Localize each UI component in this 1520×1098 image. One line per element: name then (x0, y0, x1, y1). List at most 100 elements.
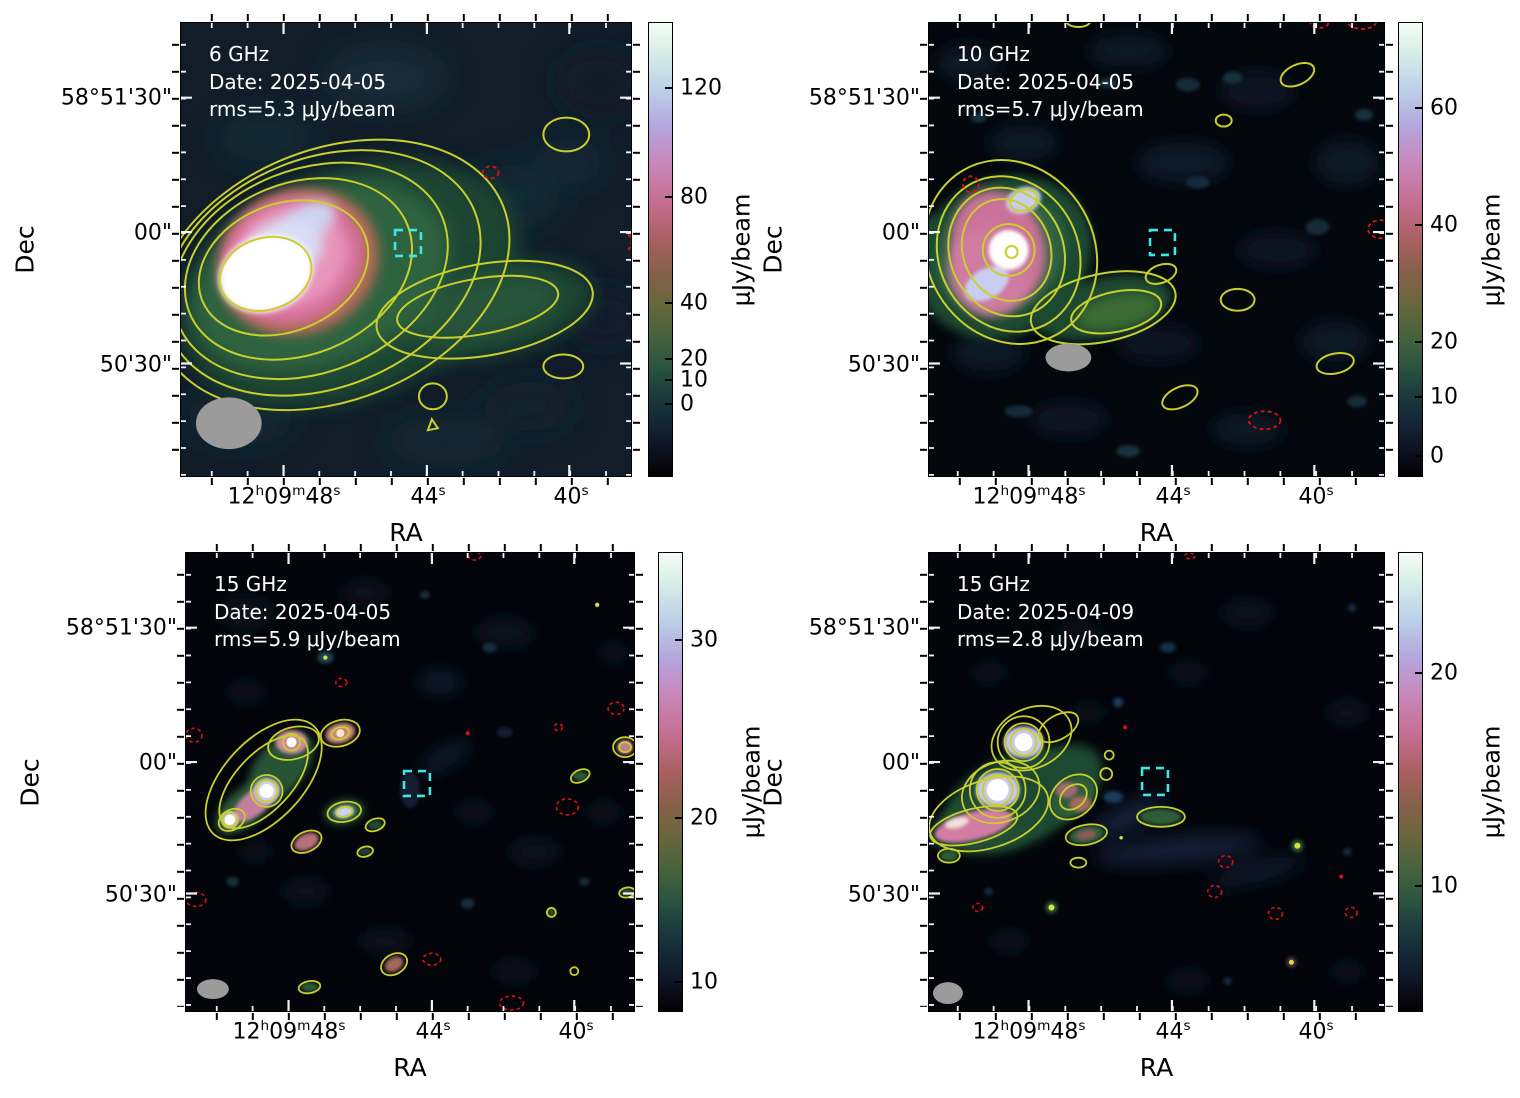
colorbar-tick-label: 10 (1430, 384, 1458, 410)
date-label: Date: 2025-04-05 (214, 599, 392, 624)
x-tick-label: 40s (558, 1018, 594, 1045)
positive-contours (929, 23, 1355, 411)
rms-label: rms=5.7 μJy/beam (957, 97, 1144, 121)
outer-ticks-top (181, 14, 631, 21)
colorbar-tick (665, 86, 672, 89)
y-tick-label: 50'30" (847, 352, 920, 378)
colorbar-tick-label: 80 (680, 184, 708, 210)
colorbar-tick-label: 10 (1430, 873, 1458, 899)
x-axis-label: RA (1139, 518, 1174, 547)
outer-ticks-top (929, 14, 1384, 21)
faint-knots (984, 603, 1357, 986)
y-tick-label: 58°51'30" (808, 85, 920, 111)
outer-ticks-left (920, 553, 927, 1011)
colorbar-tick (1415, 396, 1422, 399)
x-axis-label: RA (389, 518, 423, 547)
x-axis-label: RA (393, 1053, 427, 1082)
colorbar-label: μJy/beam (1477, 725, 1506, 839)
date-label: Date: 2025-04-05 (957, 69, 1135, 94)
colorbar-tick-label: 10 (690, 969, 718, 995)
y-axis-label-box: Dec (8, 553, 52, 1011)
x-tick-label: 12h09m48s (972, 1018, 1086, 1045)
beam-ellipse (1045, 343, 1092, 372)
y-axis-label: Dec (10, 225, 40, 274)
outer-ticks-right (1386, 553, 1393, 1011)
colorbar-tick (675, 981, 682, 984)
x-tick-label: 44s (415, 1018, 451, 1045)
background-noise (936, 34, 1380, 446)
map-6ghz (181, 23, 631, 476)
rms-label: rms=2.8 μJy/beam (957, 627, 1144, 651)
x-tick-label: 44s (1155, 483, 1191, 510)
frequency-label: 6 GHz (209, 42, 270, 66)
y-axis-label: Dec (758, 225, 788, 274)
colorbar-10ghz: 60 40 20 10 0 μJy/beam (1398, 22, 1505, 477)
outer-ticks-top (186, 544, 634, 551)
x-axis-label: RA (1139, 1053, 1174, 1082)
axis-ticks-inner (186, 553, 634, 1011)
colorbar-tick-label: 20 (690, 805, 718, 831)
y-tick-label: 00" (133, 220, 172, 246)
outer-ticks-top (929, 544, 1384, 551)
faint-knots (970, 71, 1374, 458)
colorbar-tick-label: 40 (1430, 212, 1458, 238)
target-marker (1148, 228, 1177, 257)
outer-ticks-right (636, 553, 643, 1011)
axis-ticks-inner (181, 23, 631, 476)
outer-ticks-left (177, 553, 184, 1011)
colorbar-6ghz: 120 80 40 20 10 0 μJy/beam (648, 22, 755, 477)
x-tick-label: 44s (410, 483, 446, 510)
target-marker (402, 769, 432, 798)
colorbar-tick (675, 816, 682, 819)
outer-ticks-left (172, 23, 179, 476)
map-10ghz (929, 23, 1384, 476)
negative-contours (961, 23, 1384, 431)
colorbar-tick-label: 0 (1430, 443, 1444, 469)
x-tick-label: 12h09m48s (232, 1018, 346, 1045)
beam-ellipse (196, 979, 229, 1000)
colorbar-tick (1415, 455, 1422, 458)
colorbar-tick (665, 196, 672, 199)
target-marker (393, 228, 423, 258)
x-tick-label: 12h09m48s (227, 483, 341, 510)
colorbar-tick (675, 639, 682, 642)
colorbar-tick (665, 357, 672, 360)
colorbar-tick-label: 30 (690, 627, 718, 653)
x-tick-label: 40s (1298, 483, 1334, 510)
outer-ticks-right (1386, 23, 1393, 476)
panel-annotation: 15 GHz Date: 2025-04-09 rms=2.8 μJy/beam (957, 571, 1144, 654)
colorbar-tick-label: 40 (680, 290, 708, 316)
panel-15ghz-0405: 15 GHz Date: 2025-04-05 rms=5.9 μJy/beam… (16, 544, 643, 1082)
panel-annotation: 15 GHz Date: 2025-04-05 rms=5.9 μJy/beam (214, 571, 401, 654)
beam-ellipse (195, 397, 262, 450)
outer-ticks-left (920, 23, 927, 476)
panel-annotation: 10 GHz Date: 2025-04-05 rms=5.7 μJy/beam (957, 41, 1144, 124)
panel-15ghz-0409: 15 GHz Date: 2025-04-09 rms=2.8 μJy/beam… (759, 544, 1393, 1082)
y-axis-label-box: Dec (3, 23, 47, 476)
outer-ticks-right (633, 23, 640, 476)
colorbar-tick (1415, 671, 1422, 674)
colorbar-tick (1415, 885, 1422, 888)
colorbar-label: μJy/beam (1477, 193, 1506, 306)
colorbar-15ghz-0405: 30 20 10 μJy/beam (658, 552, 765, 1012)
x-tick-label: 12h09m48s (972, 483, 1086, 510)
colorbar-tick-label: 120 (680, 75, 722, 101)
axis-ticks-inner (929, 553, 1384, 1011)
y-tick-label: 50'30" (99, 352, 172, 378)
y-tick-label: 00" (881, 750, 920, 776)
y-tick-label: 50'30" (847, 882, 920, 908)
colorbar-tick-label: 0 (680, 391, 694, 417)
colorbar-tick (665, 378, 672, 381)
outer-ticks-bottom (186, 1013, 634, 1020)
frequency-label: 10 GHz (957, 42, 1030, 66)
y-tick-label: 00" (138, 750, 177, 776)
date-label: Date: 2025-04-09 (957, 599, 1135, 624)
map-15ghz-0409 (929, 553, 1384, 1011)
negative-contours (481, 165, 631, 251)
outer-ticks-bottom (181, 478, 631, 485)
colorbar-15ghz-0409: 20 10 μJy/beam (1398, 552, 1505, 1012)
outer-ticks-bottom (929, 478, 1384, 485)
colorbar-tick (1415, 224, 1422, 227)
colorbar-tick-label: 20 (680, 346, 708, 372)
